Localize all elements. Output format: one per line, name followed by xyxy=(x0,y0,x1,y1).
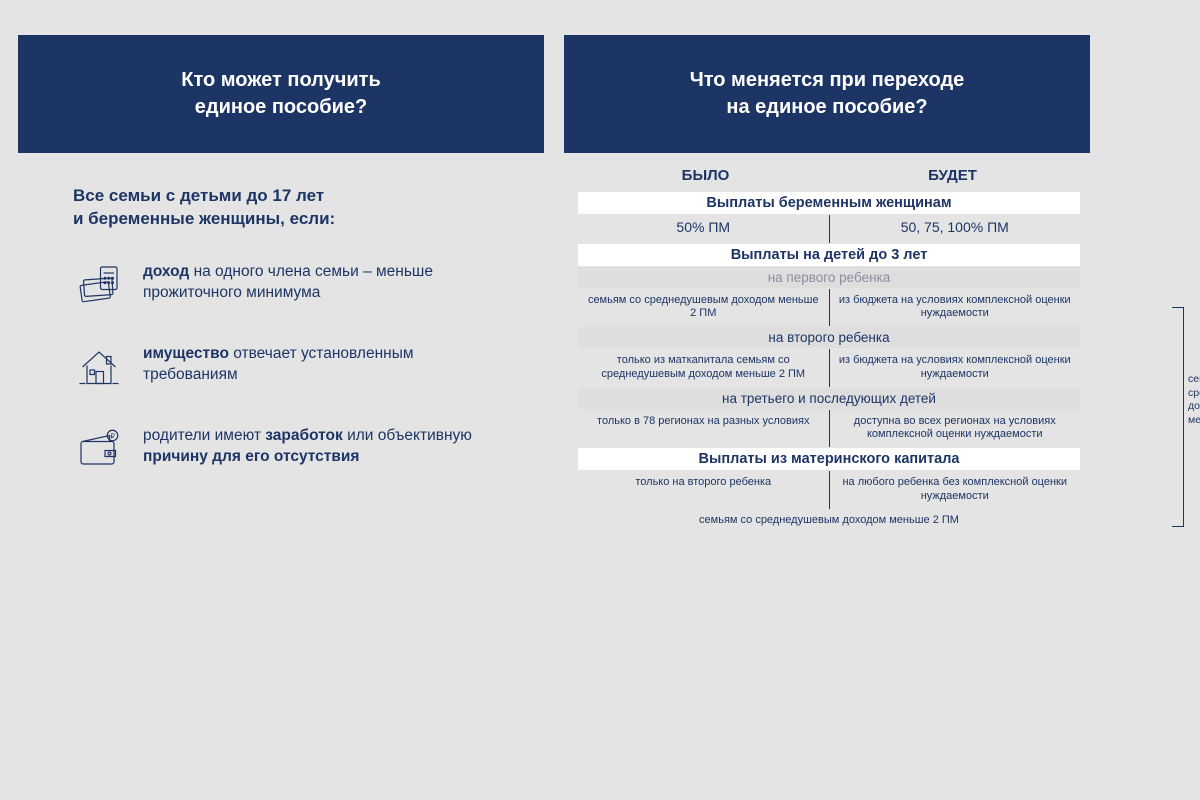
compare-row: только из маткапитала семьям со среднеду… xyxy=(578,349,1080,387)
side-note: семьям со среднедушевым доходом меньше 1… xyxy=(1182,373,1200,428)
left-title-line1: Кто может получить xyxy=(38,67,524,94)
sub-section-title: на первого ребенка xyxy=(578,267,1080,288)
bottom-note: семьям со среднедушевым доходом меньше 2… xyxy=(578,509,1080,529)
left-title-line2: единое пособие? xyxy=(38,94,524,121)
right-title-line1: Что меняется при переходе xyxy=(584,67,1070,94)
cell-before: только на второго ребенка xyxy=(578,471,830,509)
compare-row: только на второго ребенка на любого ребе… xyxy=(578,471,1080,509)
left-intro: Все семьи с детьми до 17 лет и беременны… xyxy=(73,185,504,231)
sub-section-title: на второго ребенка xyxy=(578,327,1080,348)
section-title: Выплаты на детей до 3 лет xyxy=(578,244,1080,266)
intro-line2: и беременные женщины, если: xyxy=(73,208,504,231)
cell-before: только в 78 регионах на разных условиях xyxy=(578,410,830,448)
infographic-container: Кто может получить единое пособие? Все с… xyxy=(0,0,1200,800)
criteria-item: доход на одного члена семьи – меньше про… xyxy=(73,259,504,311)
section-title: Выплаты из материнского капитала xyxy=(578,448,1080,470)
compare-row: 50% ПМ 50, 75, 100% ПМ xyxy=(578,215,1080,243)
criteria-item: ₽ родители имеют заработок или объективн… xyxy=(73,423,504,475)
criteria-text: имущество отвечает установленным требова… xyxy=(143,341,504,386)
house-icon xyxy=(73,341,125,393)
left-panel: Кто может получить единое пособие? Все с… xyxy=(18,35,544,765)
svg-text:₽: ₽ xyxy=(110,432,115,440)
criteria-item: имущество отвечает установленным требова… xyxy=(73,341,504,393)
cell-after: из бюджета на условиях комплексной оценк… xyxy=(830,289,1081,327)
cell-after: доступна во всех регионах на условиях ко… xyxy=(830,410,1081,448)
cell-after: на любого ребенка без комплексной оценки… xyxy=(830,471,1081,509)
cell-before: семьям со среднедушевым доходом меньше 2… xyxy=(578,289,830,327)
right-title-line2: на единое пособие? xyxy=(584,94,1070,121)
right-panel-body: БЫЛО БУДЕТ Выплаты беременным женщинам 5… xyxy=(564,153,1090,539)
cell-before: только из маткапитала семьям со среднеду… xyxy=(578,349,830,387)
cell-after: 50, 75, 100% ПМ xyxy=(830,215,1081,243)
col-after: БУДЕТ xyxy=(829,167,1076,184)
money-calculator-icon xyxy=(73,259,125,311)
criteria-list: доход на одного члена семьи – меньше про… xyxy=(73,259,504,475)
right-panel-header: Что меняется при переходе на единое посо… xyxy=(564,35,1090,153)
left-panel-header: Кто может получить единое пособие? xyxy=(18,35,544,153)
compare-row: семьям со среднедушевым доходом меньше 2… xyxy=(578,289,1080,327)
left-panel-body: Все семьи с детьми до 17 лет и беременны… xyxy=(18,153,544,495)
cell-before: 50% ПМ xyxy=(578,215,830,243)
sub-section-title: на третьего и последующих детей xyxy=(578,388,1080,409)
col-before: БЫЛО xyxy=(582,167,829,184)
compare-row: только в 78 регионах на разных условиях … xyxy=(578,410,1080,448)
right-panel: Что меняется при переходе на единое посо… xyxy=(564,35,1182,765)
section-title: Выплаты беременным женщинам xyxy=(578,192,1080,214)
criteria-text: родители имеют заработок или объективную… xyxy=(143,423,504,468)
criteria-text: доход на одного члена семьи – меньше про… xyxy=(143,259,504,304)
intro-line1: Все семьи с детьми до 17 лет xyxy=(73,185,504,208)
compare-header: БЫЛО БУДЕТ xyxy=(578,167,1080,184)
cell-after: из бюджета на условиях комплексной оценк… xyxy=(830,349,1081,387)
wallet-icon: ₽ xyxy=(73,423,125,475)
